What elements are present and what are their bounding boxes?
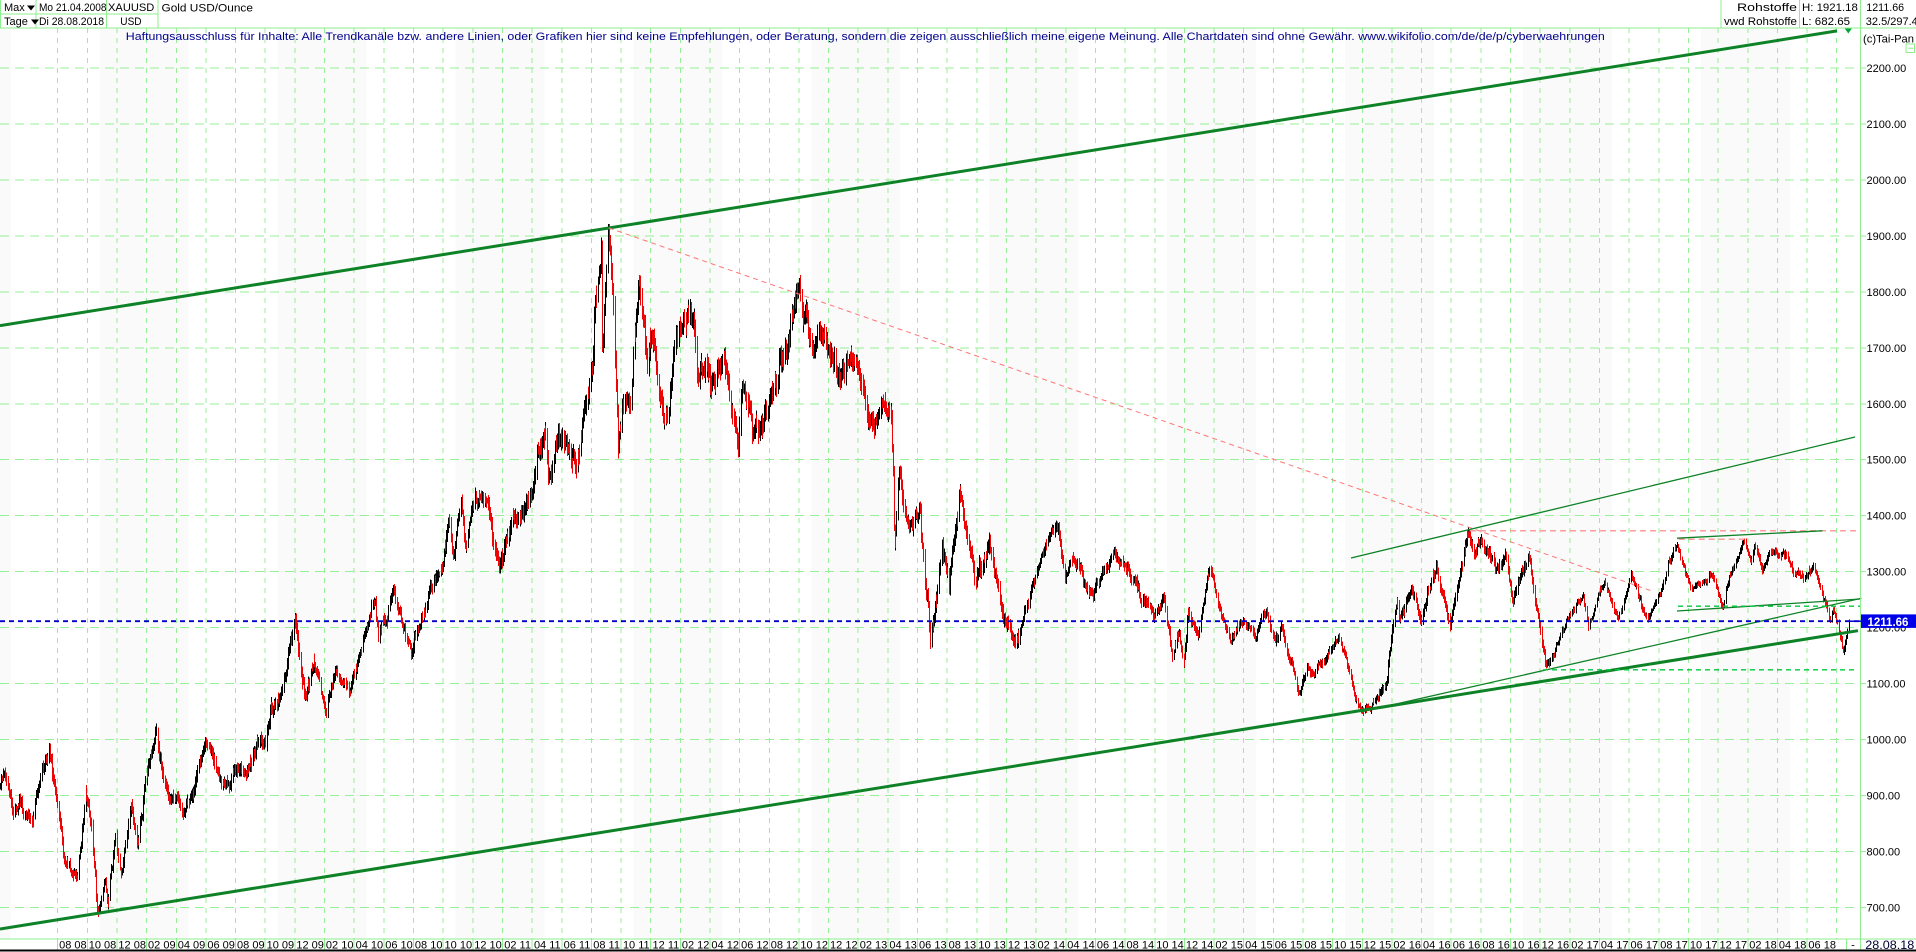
svg-text:700.00: 700.00 [1867,902,1901,914]
svg-text:08 08: 08 08 [59,940,87,952]
svg-text:06 10: 06 10 [385,940,413,952]
svg-text:08 14: 08 14 [1127,940,1155,952]
svg-text:12 13: 12 13 [1008,940,1036,952]
svg-text:1100.00: 1100.00 [1867,679,1906,691]
svg-text:32.5/297.4: 32.5/297.4 [1866,16,1916,28]
svg-text:08 12: 08 12 [771,940,799,952]
svg-text:10 15: 10 15 [1334,940,1362,952]
svg-text:06 15: 06 15 [1275,940,1303,952]
svg-text:10 08: 10 08 [89,940,117,952]
svg-text:08 15: 08 15 [1304,940,1332,952]
svg-text:04 13: 04 13 [889,940,917,952]
svg-text:10 14: 10 14 [1156,940,1184,952]
svg-text:02 11: 02 11 [504,940,531,952]
svg-text:06 16: 06 16 [1453,940,1481,952]
svg-text:-: - [1851,940,1855,952]
svg-text:04 18: 04 18 [1779,940,1807,952]
svg-text:06 14: 06 14 [1097,940,1125,952]
svg-text:02 09: 02 09 [148,940,176,952]
svg-text:1700.00: 1700.00 [1867,343,1907,355]
svg-text:08 09: 08 09 [237,940,265,952]
svg-text:1000.00: 1000.00 [1867,735,1907,747]
svg-text:02 18: 02 18 [1749,940,1777,952]
svg-text:02 16: 02 16 [1393,940,1421,952]
svg-text:06 17: 06 17 [1631,940,1659,952]
svg-text:04 09: 04 09 [178,940,206,952]
svg-text:06 13: 06 13 [919,940,947,952]
svg-text:(c)Tai-Pan: (c)Tai-Pan [1863,34,1914,46]
svg-text:12 12: 12 12 [830,940,858,952]
svg-text:04 10: 04 10 [356,940,384,952]
svg-text:Haftungsausschluss für Inhalte: Haftungsausschluss für Inhalte: Alle Tre… [126,31,1605,43]
svg-text:Max: Max [4,2,25,14]
svg-text:10 11: 10 11 [623,940,650,952]
svg-text:06 12: 06 12 [741,940,769,952]
svg-text:10 13: 10 13 [978,940,1006,952]
svg-text:900.00: 900.00 [1867,791,1901,803]
svg-text:10 17: 10 17 [1690,940,1718,952]
svg-text:12 08: 12 08 [118,940,146,952]
svg-text:Gold USD/Ounce: Gold USD/Ounce [162,3,253,15]
svg-text:12 17: 12 17 [1720,940,1748,952]
svg-text:28.08.18: 28.08.18 [1865,940,1914,952]
svg-text:H: 1921.18: H: 1921.18 [1802,2,1858,14]
svg-text:12 11: 12 11 [653,940,680,952]
svg-text:08 11: 08 11 [593,940,620,952]
svg-text:08 13: 08 13 [949,940,977,952]
svg-text:2200.00: 2200.00 [1867,63,1907,75]
svg-text:02 17: 02 17 [1571,940,1599,952]
svg-text:1400.00: 1400.00 [1867,511,1907,523]
svg-text:12 10: 12 10 [474,940,502,952]
svg-text:1500.00: 1500.00 [1867,455,1907,467]
svg-text:1600.00: 1600.00 [1867,399,1907,411]
svg-text:04 16: 04 16 [1423,940,1451,952]
svg-text:02 14: 02 14 [1038,940,1066,952]
svg-text:04 17: 04 17 [1601,940,1629,952]
svg-text:08 10: 08 10 [415,940,443,952]
svg-text:2000.00: 2000.00 [1867,175,1907,187]
svg-text:12 09: 12 09 [296,940,324,952]
svg-text:Di 28.08.2018: Di 28.08.2018 [39,16,104,28]
svg-text:1800.00: 1800.00 [1867,287,1907,299]
svg-text:USD: USD [120,16,141,28]
svg-text:1211.66: 1211.66 [1866,2,1904,14]
svg-text:06 11: 06 11 [564,940,591,952]
svg-text:04 12: 04 12 [711,940,739,952]
svg-text:04 14: 04 14 [1067,940,1095,952]
svg-text:800.00: 800.00 [1867,846,1901,858]
svg-text:XAUUSD: XAUUSD [108,2,154,14]
svg-text:04 11: 04 11 [534,940,561,952]
svg-text:12 14: 12 14 [1186,940,1214,952]
svg-text:02 12: 02 12 [682,940,710,952]
svg-text:1211.66: 1211.66 [1868,617,1909,629]
svg-text:12 16: 12 16 [1542,940,1570,952]
svg-text:10 12: 10 12 [800,940,828,952]
svg-text:Rohstoffe: Rohstoffe [1737,2,1797,14]
svg-text:10 16: 10 16 [1512,940,1540,952]
svg-text:06 18: 06 18 [1808,940,1836,952]
svg-text:06 09: 06 09 [207,940,235,952]
svg-text:1300.00: 1300.00 [1867,567,1907,579]
svg-text:08 16: 08 16 [1482,940,1510,952]
svg-text:10 09: 10 09 [267,940,295,952]
svg-text:02 15: 02 15 [1215,940,1243,952]
svg-text:08 17: 08 17 [1660,940,1688,952]
svg-text:L: 682.65: L: 682.65 [1802,16,1850,28]
svg-text:10 10: 10 10 [445,940,473,952]
svg-text:1900.00: 1900.00 [1867,231,1907,243]
svg-text:Mo 21.04.2008: Mo 21.04.2008 [39,2,107,14]
svg-text:vwd Rohstoffe: vwd Rohstoffe [1724,16,1797,28]
svg-text:2100.00: 2100.00 [1867,119,1907,131]
svg-text:04 15: 04 15 [1245,940,1273,952]
svg-text:02 10: 02 10 [326,940,354,952]
svg-text:02 13: 02 13 [860,940,888,952]
svg-text:12 15: 12 15 [1364,940,1392,952]
svg-text:Tage: Tage [4,16,28,28]
